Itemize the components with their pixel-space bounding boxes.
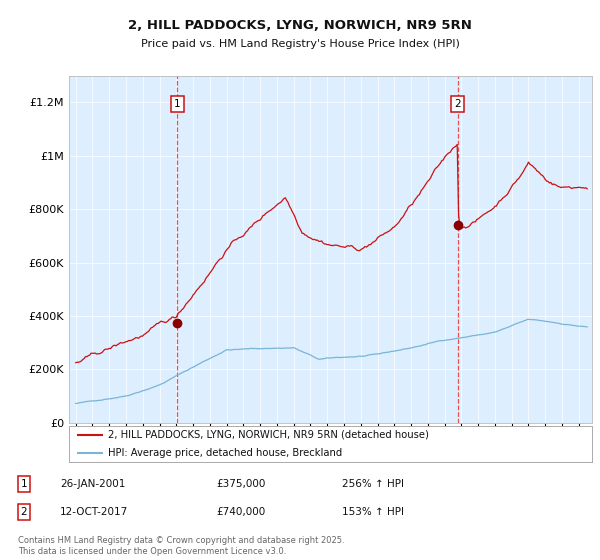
- Text: 1: 1: [174, 99, 181, 109]
- Text: Price paid vs. HM Land Registry's House Price Index (HPI): Price paid vs. HM Land Registry's House …: [140, 39, 460, 49]
- Text: HPI: Average price, detached house, Breckland: HPI: Average price, detached house, Brec…: [108, 448, 343, 458]
- Text: 2, HILL PADDOCKS, LYNG, NORWICH, NR9 5RN (detached house): 2, HILL PADDOCKS, LYNG, NORWICH, NR9 5RN…: [108, 430, 429, 440]
- Text: £740,000: £740,000: [216, 507, 265, 517]
- Text: 26-JAN-2001: 26-JAN-2001: [60, 479, 125, 489]
- Text: 12-OCT-2017: 12-OCT-2017: [60, 507, 128, 517]
- Text: 2: 2: [20, 507, 28, 517]
- Text: 1: 1: [20, 479, 28, 489]
- Text: 2, HILL PADDOCKS, LYNG, NORWICH, NR9 5RN: 2, HILL PADDOCKS, LYNG, NORWICH, NR9 5RN: [128, 18, 472, 32]
- Text: Contains HM Land Registry data © Crown copyright and database right 2025.
This d: Contains HM Land Registry data © Crown c…: [18, 536, 344, 556]
- Text: 153% ↑ HPI: 153% ↑ HPI: [342, 507, 404, 517]
- Text: £375,000: £375,000: [216, 479, 265, 489]
- Text: 2: 2: [454, 99, 461, 109]
- Text: 256% ↑ HPI: 256% ↑ HPI: [342, 479, 404, 489]
